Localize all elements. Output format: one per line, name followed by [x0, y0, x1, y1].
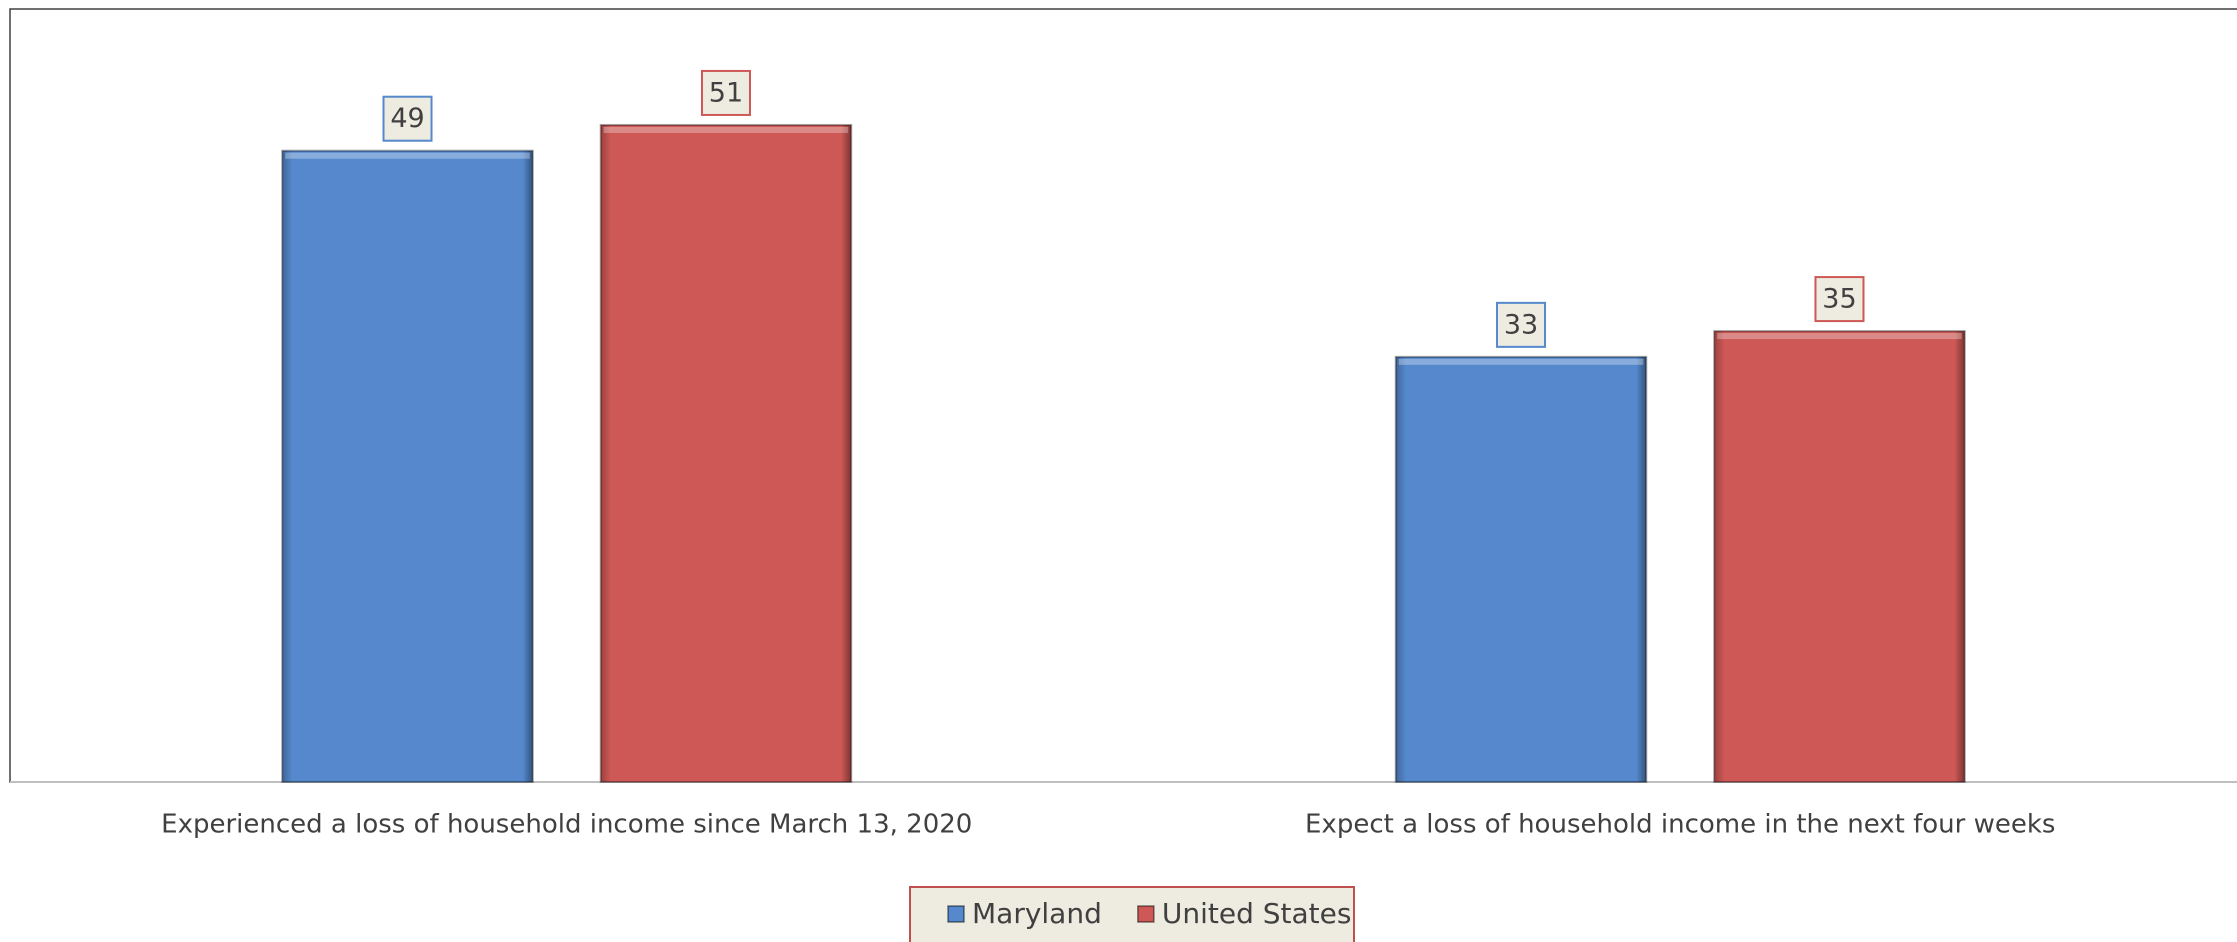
value-label: 51: [709, 77, 743, 108]
bar-shade: [282, 150, 533, 782]
legend: [909, 886, 1355, 942]
bar-shade: [1395, 356, 1647, 782]
legend-swatch: [1137, 905, 1155, 923]
value-label-box: [382, 95, 433, 142]
value-label-box: [700, 69, 751, 116]
value-label: 35: [1822, 284, 1856, 315]
legend-label: Maryland: [972, 897, 1102, 930]
x-tick-label: Experienced a loss of household income s…: [161, 810, 972, 840]
bar-highlight: [1717, 333, 1962, 340]
bar-highlight: [603, 126, 849, 133]
value-label-box: [1814, 276, 1865, 323]
bar-shade: [600, 124, 852, 782]
value-label: 49: [390, 103, 424, 134]
bar-shade: [1714, 331, 1965, 782]
bar-highlight: [285, 152, 530, 159]
bar-highlight: [1398, 358, 1644, 365]
legend-label: United States: [1162, 897, 1352, 930]
value-label: 33: [1504, 309, 1538, 340]
x-tick-label: Expect a loss of household income in the…: [1305, 810, 2055, 840]
legend-swatch: [947, 905, 965, 923]
value-label-box: [1496, 301, 1547, 348]
